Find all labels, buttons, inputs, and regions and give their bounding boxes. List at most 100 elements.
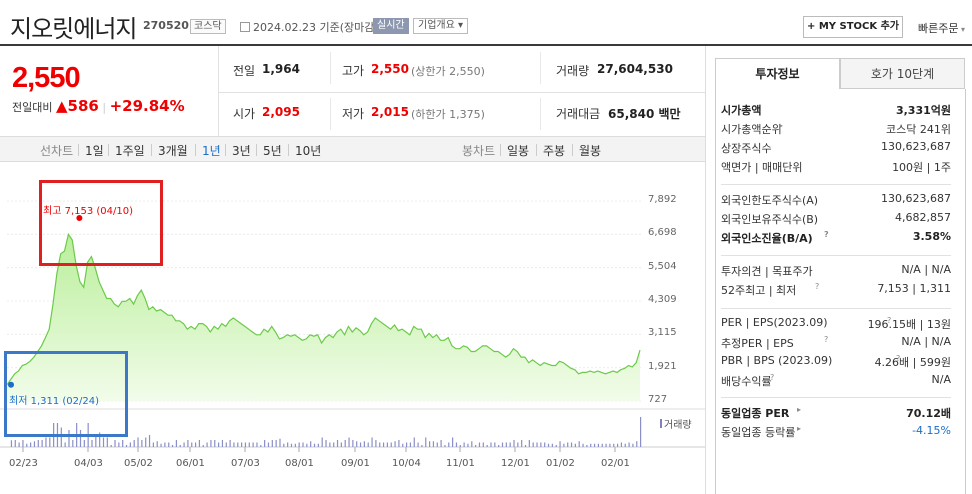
x-tick-label: 09/01: [341, 458, 370, 469]
candle-daily[interactable]: 일봉: [507, 144, 530, 158]
candle-weekly[interactable]: 주봉: [543, 144, 566, 158]
high-annotation: 최고 7,153 (04/10): [43, 206, 134, 217]
invest-info-row: 동일업종 등락률 ▸ -4.15%: [721, 424, 951, 439]
invest-info-row: 액면가 | 매매단위 100원 | 1주: [721, 161, 951, 174]
volume-bar: [521, 440, 523, 447]
volume-bar: [605, 443, 607, 447]
volume-bar: [498, 445, 500, 447]
x-tick-label: 04/03: [74, 458, 103, 469]
tab-invest-info[interactable]: 투자정보: [715, 58, 840, 89]
up-arrow-icon: ▲: [55, 97, 68, 115]
period-3y[interactable]: 3년: [232, 144, 251, 158]
high-label: 고가: [342, 64, 365, 78]
volume-bar: [210, 440, 212, 447]
invest-info-row: PER | EPS(2023.09)? 196.15배 | 13원: [721, 316, 951, 331]
chevron-down-icon: ▾: [958, 25, 966, 34]
volume-bar: [329, 442, 331, 447]
panel-divider: [705, 46, 706, 494]
volume-bar: [256, 442, 258, 447]
period-5y[interactable]: 5년: [263, 144, 282, 158]
period-1y[interactable]: 1년: [202, 144, 221, 158]
candle-monthly[interactable]: 월봉: [579, 144, 602, 158]
volume-bar: [609, 443, 611, 447]
volume-bar: [478, 442, 481, 447]
volume-bar: [570, 442, 573, 447]
volume-bar: [444, 445, 446, 447]
volume-bar: [463, 442, 465, 447]
help-icon[interactable]: ?: [815, 282, 820, 291]
quick-order-button[interactable]: 빠른주문 ▾: [918, 22, 966, 35]
volume-bar: [33, 441, 36, 447]
highlight-box-high: [39, 180, 163, 266]
volume-bar: [452, 437, 454, 447]
volume-bar: [275, 440, 277, 447]
help-icon[interactable]: ?: [824, 230, 829, 239]
help-icon[interactable]: ▸: [779, 121, 784, 130]
volume-bar: [306, 443, 308, 447]
volume-bar: [578, 441, 580, 447]
volume-bar: [198, 440, 201, 447]
volume-bar: [183, 442, 185, 447]
help-icon[interactable]: ?: [824, 335, 829, 344]
add-my-stock-button[interactable]: + MY STOCK 추가: [803, 16, 903, 38]
volume-bar: [191, 442, 193, 447]
volume-bar: [409, 442, 412, 447]
row-divider: [721, 255, 951, 256]
company-overview-dropdown[interactable]: 기업개요 ▾: [413, 18, 469, 34]
stock-name: 지오릿에너지: [10, 15, 137, 43]
volume-bar: [593, 443, 596, 447]
volume-bar: [624, 443, 626, 447]
volume-bar: [494, 442, 496, 447]
market-tag: 코스닥: [190, 19, 226, 34]
invest-info-row: 52주최고 | 최저? 7,153 | 1,311: [721, 282, 951, 297]
volume-bar: [616, 443, 619, 447]
volume-bar: [336, 440, 339, 447]
volume-bar: [482, 442, 484, 447]
help-icon[interactable]: ▸: [797, 424, 802, 433]
volume-bar: [290, 443, 293, 447]
invest-info-row: 시가총액순위 ▸ 코스닥 241위: [721, 121, 951, 136]
volume-bar: [141, 440, 143, 447]
volume-bar: [517, 442, 519, 447]
invest-info-row: 배당수익률? N/A: [721, 373, 951, 388]
volume-bar: [459, 445, 461, 447]
divider: [330, 52, 331, 84]
volume-bar: [367, 442, 369, 447]
divider: [540, 52, 541, 84]
volume-bar: [317, 443, 319, 447]
volume-bar: [106, 437, 108, 447]
x-tick-label: 12/01: [501, 458, 530, 469]
period-1w[interactable]: 1주일: [115, 144, 145, 158]
volume-bar: [344, 440, 346, 447]
realtime-button[interactable]: 실시간: [373, 18, 409, 34]
divider: [330, 98, 331, 130]
volume-bar: [394, 441, 396, 447]
tab-orderbook[interactable]: 호가 10단계: [840, 58, 965, 89]
prev-close-label: 전일: [233, 64, 256, 78]
volume-bar: [72, 440, 74, 447]
x-tick-label: 05/02: [124, 458, 153, 469]
volume-bar: [436, 442, 438, 447]
help-icon[interactable]: ?: [887, 316, 892, 325]
period-3m[interactable]: 3개월: [158, 144, 188, 158]
open-label: 시가: [233, 107, 256, 121]
help-icon[interactable]: ▸: [797, 405, 802, 414]
volume-bar: [321, 437, 323, 447]
volume-bar: [137, 437, 139, 447]
row-divider: [721, 397, 951, 398]
volume-bar: [486, 445, 488, 447]
help-icon[interactable]: ?: [770, 373, 775, 382]
volume-bar: [294, 443, 296, 447]
volume-bar: [356, 441, 358, 447]
divider: [218, 46, 219, 136]
help-icon[interactable]: ?: [896, 354, 901, 363]
period-10y[interactable]: 10년: [295, 144, 322, 158]
volume-bar: [287, 442, 289, 447]
volume-bar: [156, 441, 158, 447]
price-chart[interactable]: [0, 163, 705, 494]
chart-period-bar: 선차트 1일 1주일 3개월 1년 3년 5년 10년 봉차트 일봉 주봉 월봉: [0, 136, 705, 162]
volume-bar: [298, 442, 300, 447]
volume-bar: [168, 442, 170, 447]
volume-bar: [359, 442, 362, 447]
period-1d[interactable]: 1일: [85, 144, 104, 158]
